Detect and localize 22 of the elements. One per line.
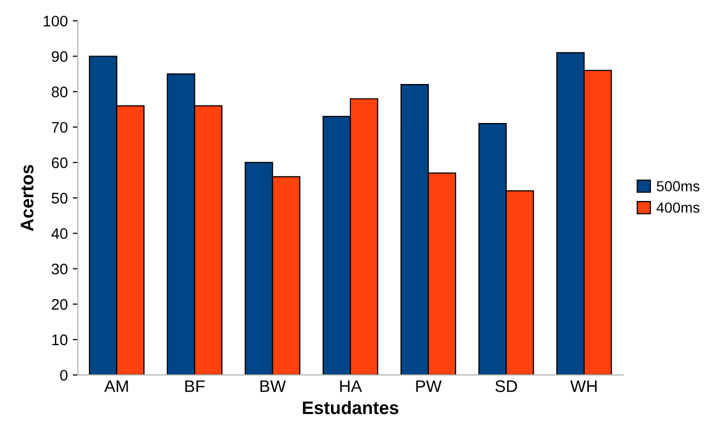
- x-tick-label: HA: [340, 380, 362, 392]
- x-tick-label: SD: [495, 380, 517, 392]
- y-tick-label: 80: [52, 86, 68, 98]
- y-tick-label: 0: [60, 370, 68, 381]
- y-axis-title: Acertos: [20, 165, 34, 232]
- y-tick-label: 30: [52, 264, 68, 274]
- x-tick-label: PW: [416, 380, 442, 392]
- y-tick-label: 100: [44, 16, 68, 27]
- x-tick-label: BW: [260, 380, 286, 392]
- y-tick-label: 60: [52, 157, 68, 168]
- x-tick-label: AM: [104, 380, 128, 392]
- x-tick-label: WH: [570, 380, 597, 392]
- legend-label: 500ms: [656, 181, 700, 192]
- y-tick-label: 50: [52, 192, 68, 204]
- y-tick-label: 10: [52, 334, 68, 346]
- y-tick-label: 40: [51, 228, 68, 240]
- y-tick-label: 20: [52, 299, 68, 310]
- x-axis-title: Estudantes: [302, 400, 398, 414]
- x-tick-label: BF: [185, 380, 205, 392]
- legend-label: 400ms: [656, 202, 700, 213]
- y-tick-label: 90: [52, 51, 68, 62]
- y-tick-label: 70: [52, 122, 68, 133]
